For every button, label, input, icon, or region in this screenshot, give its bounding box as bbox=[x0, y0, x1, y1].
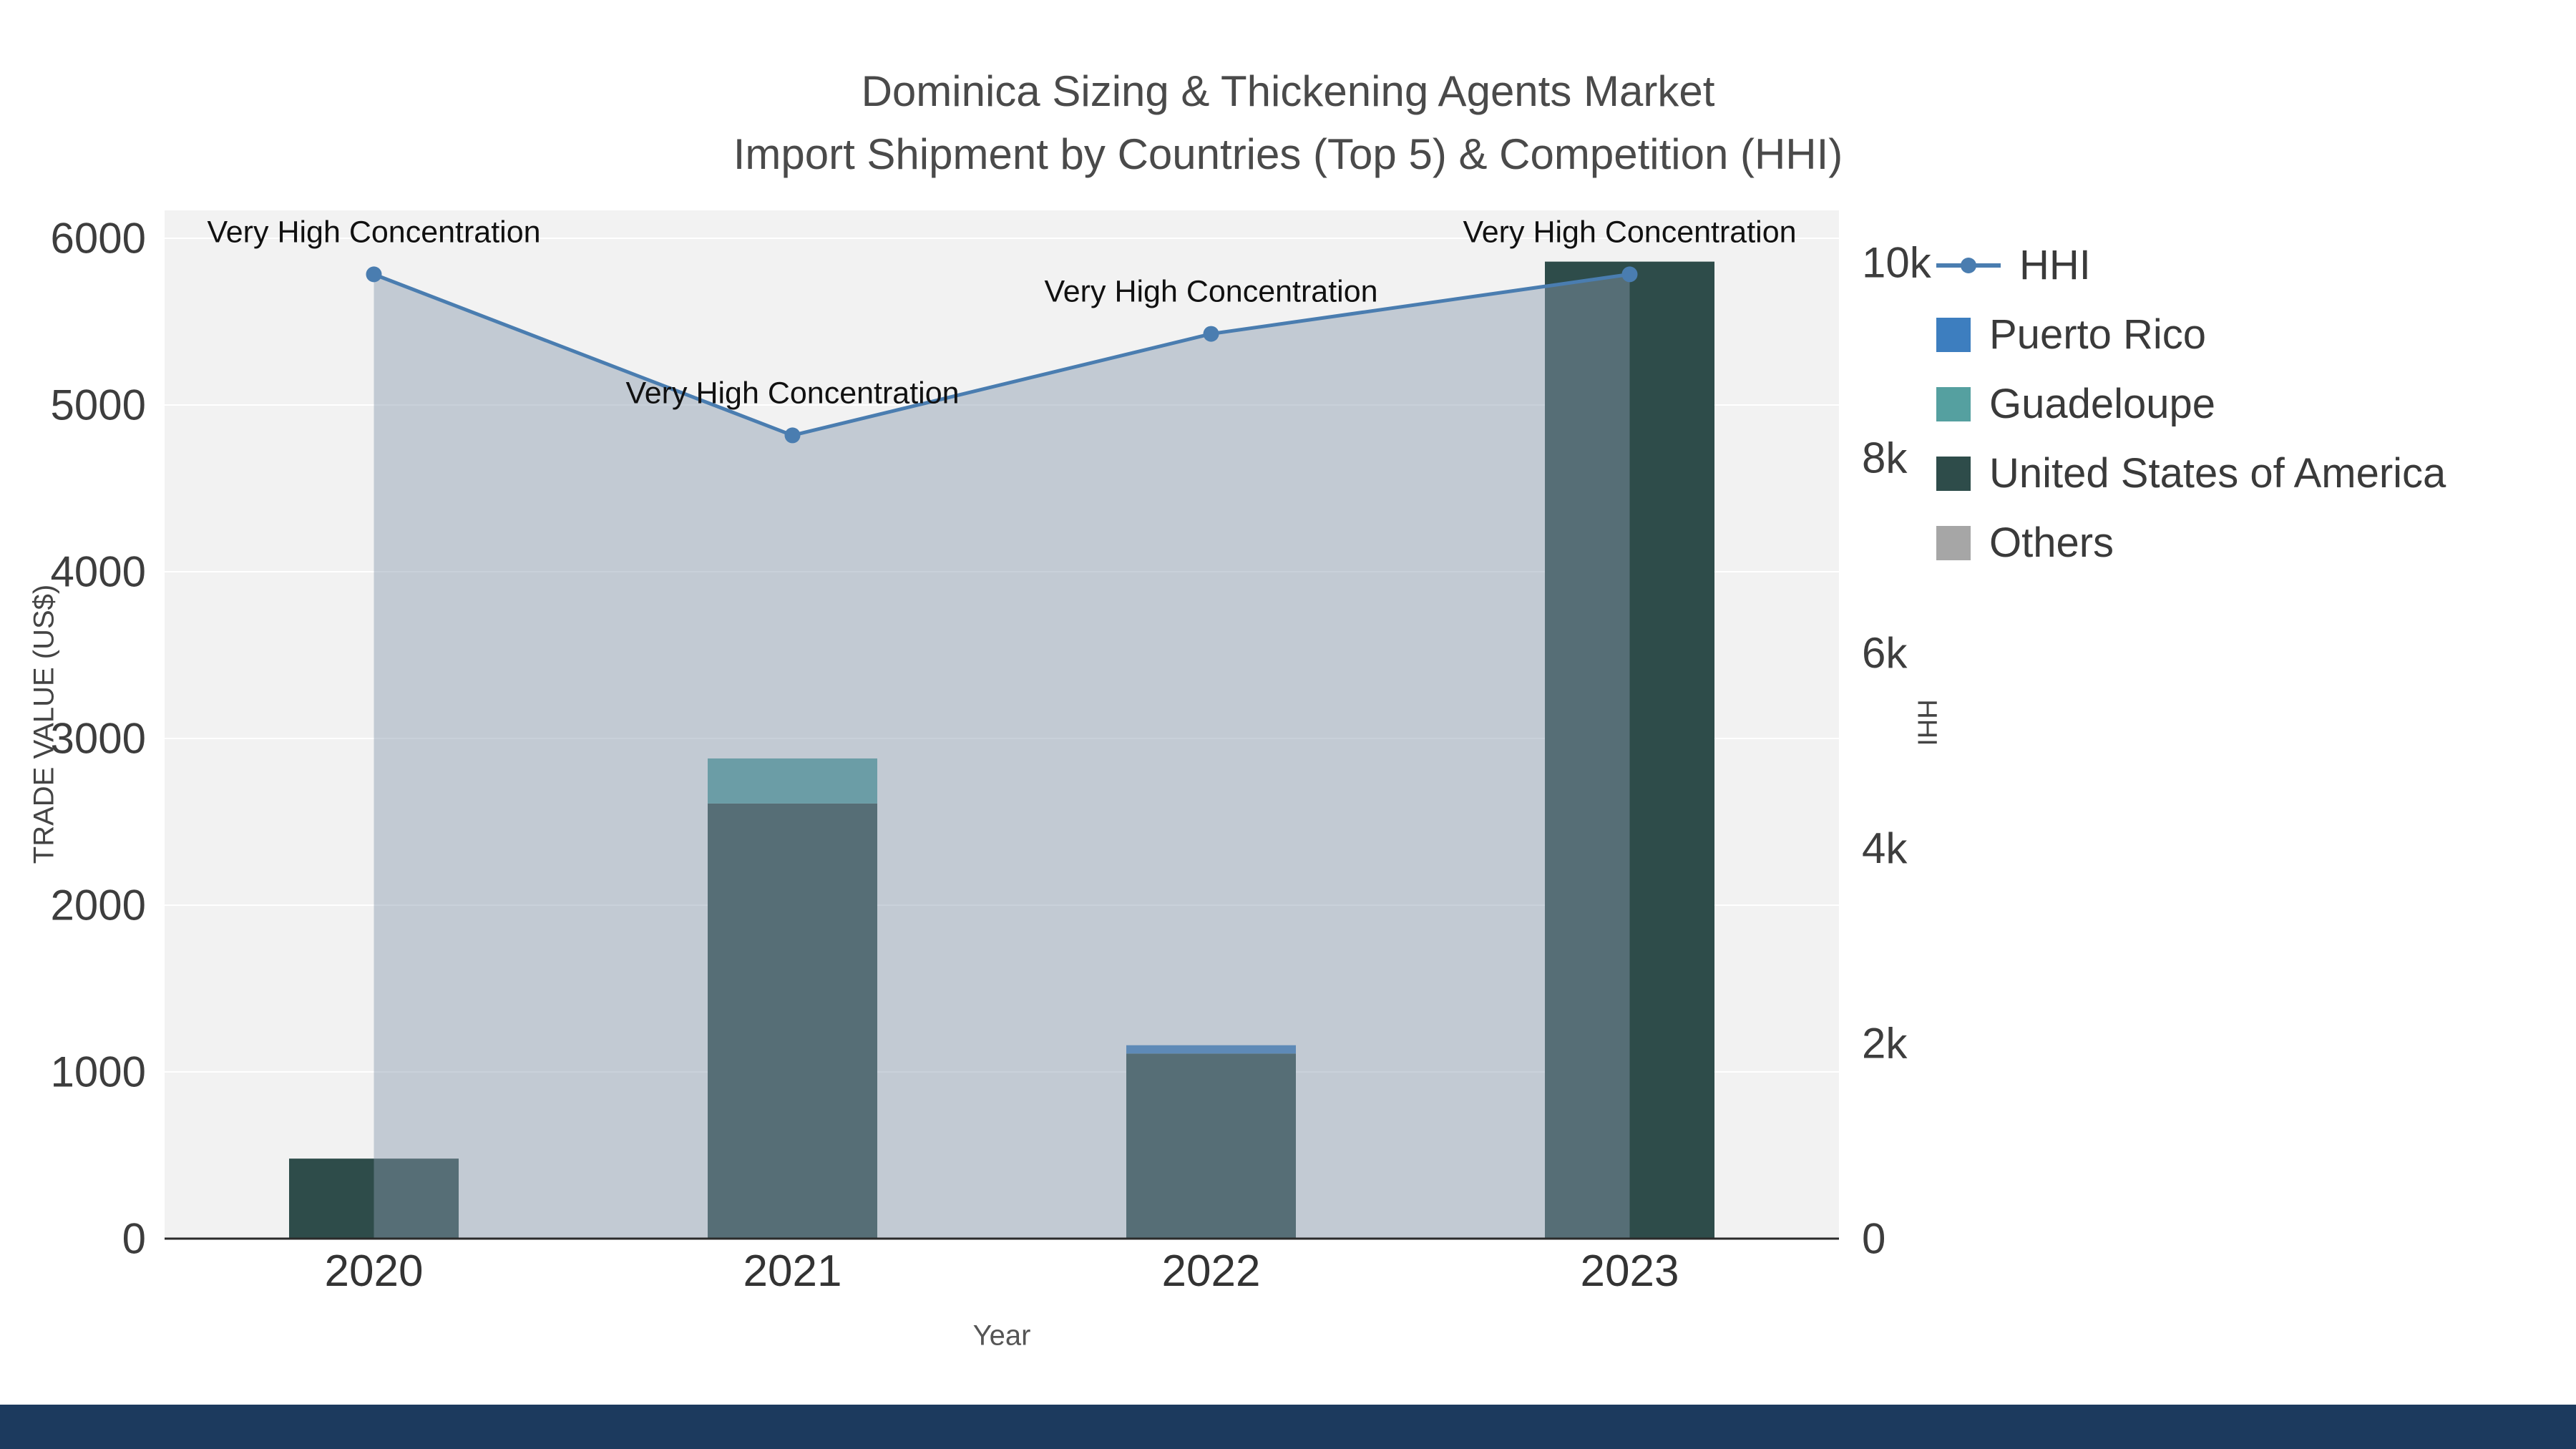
right-axis-title: HHI bbox=[1911, 699, 1942, 746]
legend-label: HHI bbox=[2019, 242, 2091, 288]
legend-swatch bbox=[1936, 456, 1971, 491]
x-axis-title: Year bbox=[972, 1319, 1031, 1352]
hhi-point-2020[interactable] bbox=[366, 266, 382, 283]
left-axis-tick-label: 3000 bbox=[51, 715, 146, 763]
legend-item-guadeloupe[interactable]: Guadeloupe bbox=[1936, 369, 2446, 439]
annotation-2023: Very High Concentration bbox=[1463, 215, 1796, 249]
left-axis-tick-label: 4000 bbox=[51, 548, 146, 596]
right-axis-tick-label: 6k bbox=[1862, 629, 1908, 677]
annotation-2020: Very High Concentration bbox=[207, 215, 540, 249]
legend-swatch bbox=[1936, 525, 1971, 560]
left-axis-tick-label: 5000 bbox=[51, 381, 146, 429]
hhi-point-2022[interactable] bbox=[1203, 326, 1219, 342]
x-axis-tick-label-2020: 2020 bbox=[325, 1246, 424, 1296]
footer-bar bbox=[0, 1405, 2576, 1449]
bar-puerto-rico-2022[interactable] bbox=[1126, 1045, 1296, 1054]
legend-line-symbol bbox=[1936, 255, 2001, 276]
right-axis-tick-label: 8k bbox=[1862, 434, 1908, 482]
bar-united-states-of-america-2022[interactable] bbox=[1126, 1053, 1296, 1239]
bar-united-states-of-america-2023[interactable] bbox=[1545, 261, 1714, 1239]
annotation-2021: Very High Concentration bbox=[625, 376, 959, 410]
legend-label: Guadeloupe bbox=[1989, 381, 2216, 427]
left-axis-tick-label: 0 bbox=[122, 1215, 146, 1263]
legend-item-united-states-of-america[interactable]: United States of America bbox=[1936, 439, 2446, 508]
right-axis-tick-label: 10k bbox=[1862, 239, 1932, 287]
bar-united-states-of-america-2021[interactable] bbox=[708, 803, 877, 1239]
hhi-point-2021[interactable] bbox=[784, 427, 801, 444]
legend-label: Puerto Rico bbox=[1989, 311, 2207, 358]
chart-title-line2: Import Shipment by Countries (Top 5) & C… bbox=[733, 130, 1843, 178]
hhi-area bbox=[374, 274, 1630, 1239]
x-axis-tick-label-2021: 2021 bbox=[743, 1246, 842, 1296]
chart-title-line1: Dominica Sizing & Thickening Agents Mark… bbox=[861, 67, 1715, 115]
bar-guadeloupe-2021[interactable] bbox=[708, 758, 877, 804]
hhi-line bbox=[373, 272, 1630, 438]
legend-item-others[interactable]: Others bbox=[1936, 508, 2446, 577]
legend-label: Others bbox=[1989, 519, 2114, 566]
left-axis-title: TRADE VALUE (US$) bbox=[28, 584, 60, 864]
right-axis-tick-label: 2k bbox=[1862, 1020, 1908, 1068]
x-axis-tick-label-2023: 2023 bbox=[1581, 1246, 1679, 1296]
legend-label: United States of America bbox=[1989, 450, 2446, 497]
right-axis-tick-label: 0 bbox=[1862, 1215, 1885, 1263]
left-axis-tick-label: 2000 bbox=[51, 882, 146, 930]
chart-legend: HHI Puerto Rico Guadeloupe United States of… bbox=[1936, 230, 2446, 577]
left-axis-tick-label: 6000 bbox=[51, 215, 146, 263]
legend-item-puerto-rico[interactable]: Puerto Rico bbox=[1936, 300, 2446, 369]
chart-title: Dominica Sizing & Thickening Agents Mark… bbox=[0, 60, 2576, 186]
legend-item-hhi[interactable]: HHI bbox=[1936, 230, 2446, 300]
x-axis-tick-label-2022: 2022 bbox=[1162, 1246, 1261, 1296]
right-axis-tick-label: 4k bbox=[1862, 824, 1908, 872]
legend-swatch bbox=[1936, 317, 1971, 352]
hhi-point-2023[interactable] bbox=[1621, 266, 1638, 283]
bar-united-states-of-america-2020[interactable] bbox=[289, 1158, 459, 1239]
annotation-2022: Very High Concentration bbox=[1044, 275, 1377, 309]
left-axis-tick-label: 1000 bbox=[51, 1048, 146, 1096]
legend-swatch bbox=[1936, 386, 1971, 421]
